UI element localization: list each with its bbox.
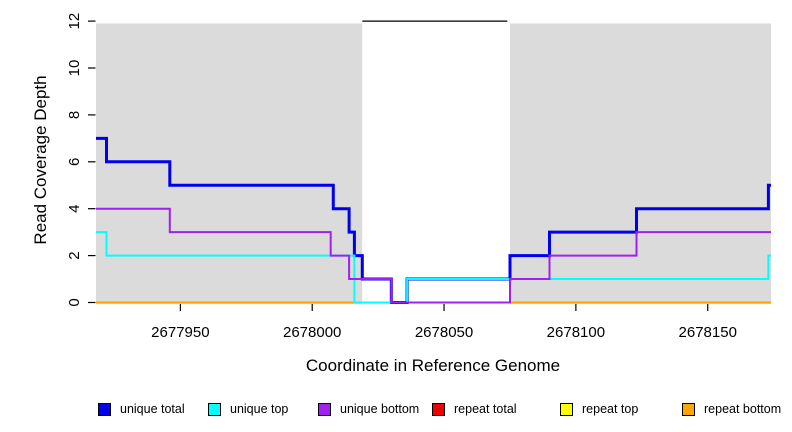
plot-background-region [96, 23, 363, 305]
plot-background-region [509, 23, 771, 305]
series-line-unique-bottom [96, 207, 771, 304]
y-tick-label: 6 [66, 158, 83, 166]
x-tick-label: 2678100 [547, 324, 605, 341]
y-tick-label: 4 [66, 205, 83, 213]
plot-background-region [362, 23, 510, 305]
y-tick-label: 2 [66, 251, 83, 259]
x-tick-label: 2677950 [151, 324, 209, 341]
series-line-unique-top [96, 231, 771, 304]
x-tick-label: 2678050 [415, 324, 473, 341]
x-tick-label: 2678150 [679, 324, 737, 341]
y-tick-label: 10 [66, 60, 83, 77]
y-tick-label: 0 [66, 298, 83, 306]
y-tick-label: 12 [66, 13, 83, 30]
x-tick-label: 2678000 [283, 324, 341, 341]
y-tick-label: 8 [66, 111, 83, 119]
y-axis-label: Read Coverage Depth [31, 75, 50, 245]
x-axis-label: Coordinate in Reference Genome [305, 356, 561, 375]
